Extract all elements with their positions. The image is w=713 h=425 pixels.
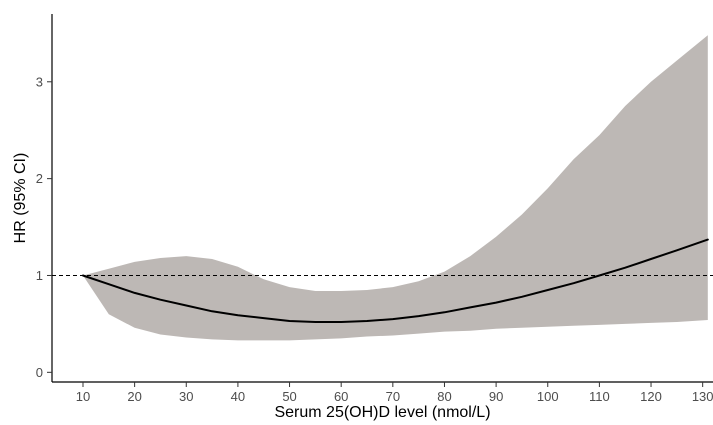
hr-curve: [82, 238, 709, 323]
x-tick-label: 20: [127, 389, 141, 404]
x-tick-label: 50: [282, 389, 296, 404]
x-axis-ticks: 10 20 30 40 50 60 70 80 90 100 110 120 130: [76, 382, 713, 404]
y-tick-label: 2: [36, 171, 43, 186]
x-tick-label: 40: [231, 389, 245, 404]
x-tick-label: 110: [589, 389, 610, 404]
x-tick-label: 90: [489, 389, 503, 404]
x-tick-label: 70: [386, 389, 400, 404]
x-tick-label: 30: [179, 389, 193, 404]
x-tick-label: 100: [537, 389, 559, 404]
y-tick-label: 0: [36, 365, 43, 380]
x-tick-label: 10: [76, 389, 90, 404]
x-tick-label: 120: [640, 389, 662, 404]
x-tick-label: 80: [437, 389, 451, 404]
confidence-band: [83, 35, 708, 341]
y-axis-title: HR (95% CI): [12, 153, 29, 244]
y-tick-label: 3: [36, 74, 43, 89]
x-tick-label: 130: [692, 389, 713, 404]
y-tick-label: 1: [36, 268, 43, 283]
x-tick-label: 60: [334, 389, 348, 404]
y-axis-ticks: 0 1 2 3: [36, 74, 52, 380]
plot-area: [52, 35, 713, 341]
x-axis-title: Serum 25(OH)D level (nmol/L): [274, 404, 490, 421]
